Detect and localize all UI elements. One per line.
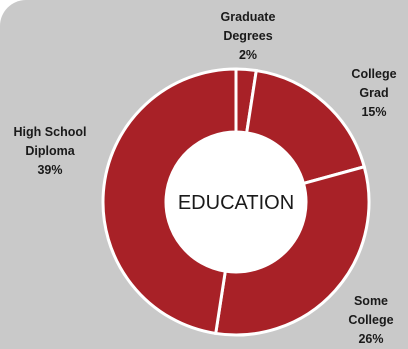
slice-label-3: High School Diploma 39%: [14, 125, 87, 177]
slice-label-0: Graduate Degrees 2%: [221, 10, 276, 62]
slice-label-2: Some College 26%: [348, 294, 393, 346]
donut-hole: [166, 132, 306, 272]
slice-label-1: College Grad 15%: [351, 67, 396, 119]
center-label: EDUCATION: [178, 192, 294, 214]
